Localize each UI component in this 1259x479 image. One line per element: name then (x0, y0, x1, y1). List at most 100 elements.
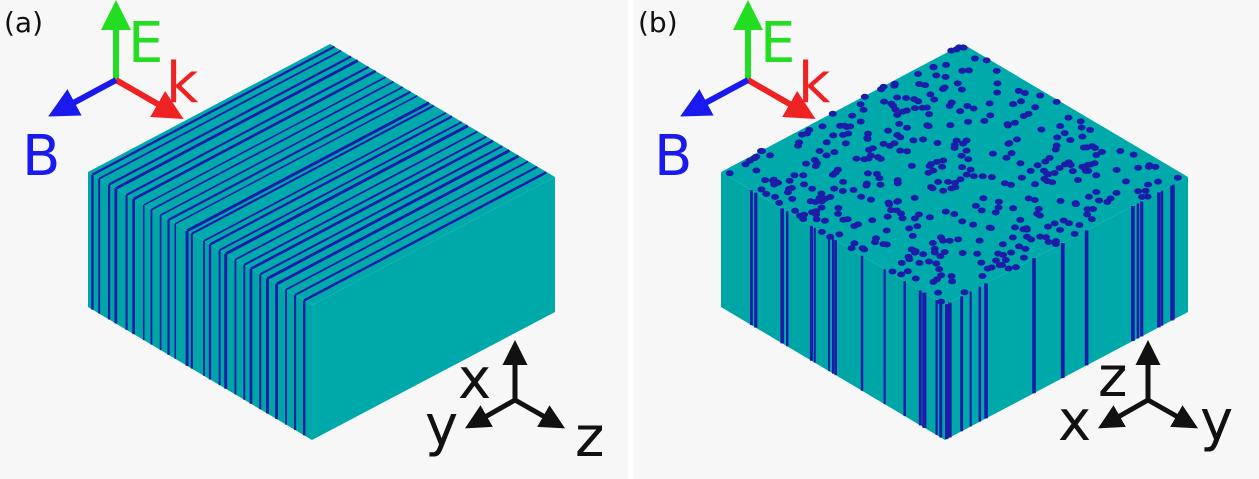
dot (1071, 231, 1079, 237)
dot (848, 113, 856, 119)
dot (959, 250, 967, 256)
dot (958, 153, 966, 159)
panel-label: (a) (4, 6, 43, 39)
dot (871, 239, 879, 245)
dot (977, 260, 985, 266)
dot (800, 181, 808, 187)
dot (961, 289, 969, 295)
dot (998, 262, 1006, 268)
dot (986, 225, 994, 231)
dot (795, 139, 803, 145)
dot (1013, 136, 1021, 142)
dot (1083, 212, 1091, 218)
z-label: z (575, 405, 604, 470)
dot (857, 194, 865, 200)
dot (1061, 130, 1069, 136)
dot (909, 233, 917, 239)
dot (972, 203, 980, 209)
dot (786, 178, 794, 184)
dot (898, 260, 906, 266)
dot (895, 121, 903, 127)
dot (1020, 113, 1028, 119)
dot (1034, 162, 1042, 168)
dot (984, 266, 992, 272)
e-label: E (760, 11, 795, 76)
dot (995, 199, 1003, 205)
dot (1007, 249, 1015, 255)
dot (808, 209, 816, 215)
dot (1080, 145, 1088, 151)
dot (911, 216, 919, 222)
dot (752, 167, 760, 173)
x-label: x (1058, 389, 1091, 454)
dot (1027, 168, 1035, 174)
dot (1040, 168, 1048, 174)
dot (799, 172, 807, 178)
dot (836, 123, 844, 129)
dot (817, 191, 825, 197)
dot (1002, 155, 1010, 161)
dot (790, 172, 798, 178)
dot (758, 148, 766, 154)
dot (1066, 137, 1074, 143)
dot (1046, 155, 1054, 161)
dot (1085, 194, 1093, 200)
dot (1009, 101, 1017, 107)
dot (1057, 198, 1065, 204)
dot (915, 260, 923, 266)
dot (971, 56, 979, 62)
dot (904, 268, 912, 274)
dot (910, 96, 918, 102)
dot (816, 148, 824, 154)
dot (823, 139, 831, 145)
dot (909, 137, 917, 143)
dot (1064, 115, 1072, 121)
dot (958, 86, 966, 92)
dot (1043, 178, 1051, 184)
dot (852, 156, 860, 162)
dot (1015, 243, 1023, 249)
dot (937, 234, 945, 240)
dot (926, 214, 934, 220)
dot (986, 100, 994, 106)
dot (869, 145, 877, 151)
k-label: k (798, 51, 831, 116)
dot (775, 200, 783, 206)
dot (818, 229, 826, 235)
dot (995, 205, 1003, 211)
dot (951, 180, 959, 186)
dot (1052, 238, 1060, 244)
dot (892, 107, 900, 113)
dot (937, 272, 945, 278)
dot (863, 181, 871, 187)
dot (885, 201, 893, 207)
dot (1053, 143, 1061, 149)
dot (867, 197, 875, 203)
dot (899, 109, 907, 115)
dot (897, 210, 905, 216)
dot (959, 141, 967, 147)
dot (873, 171, 881, 177)
dot (947, 273, 955, 279)
dot (1022, 225, 1030, 231)
dot (1020, 255, 1028, 261)
dot (908, 163, 916, 169)
dot (1036, 93, 1044, 99)
dot (1018, 175, 1026, 181)
dot (1130, 152, 1138, 158)
dot (976, 238, 984, 244)
dot (1134, 188, 1142, 194)
dot (766, 152, 774, 158)
dot (946, 122, 954, 128)
dot (1056, 165, 1064, 171)
dot (1009, 235, 1017, 241)
dot (933, 140, 941, 146)
dot (963, 148, 971, 154)
dot (979, 195, 987, 201)
dot (893, 132, 901, 138)
dot (929, 279, 937, 285)
dot (844, 131, 852, 137)
dot (958, 164, 966, 170)
dot (934, 290, 942, 296)
dot (980, 118, 988, 124)
